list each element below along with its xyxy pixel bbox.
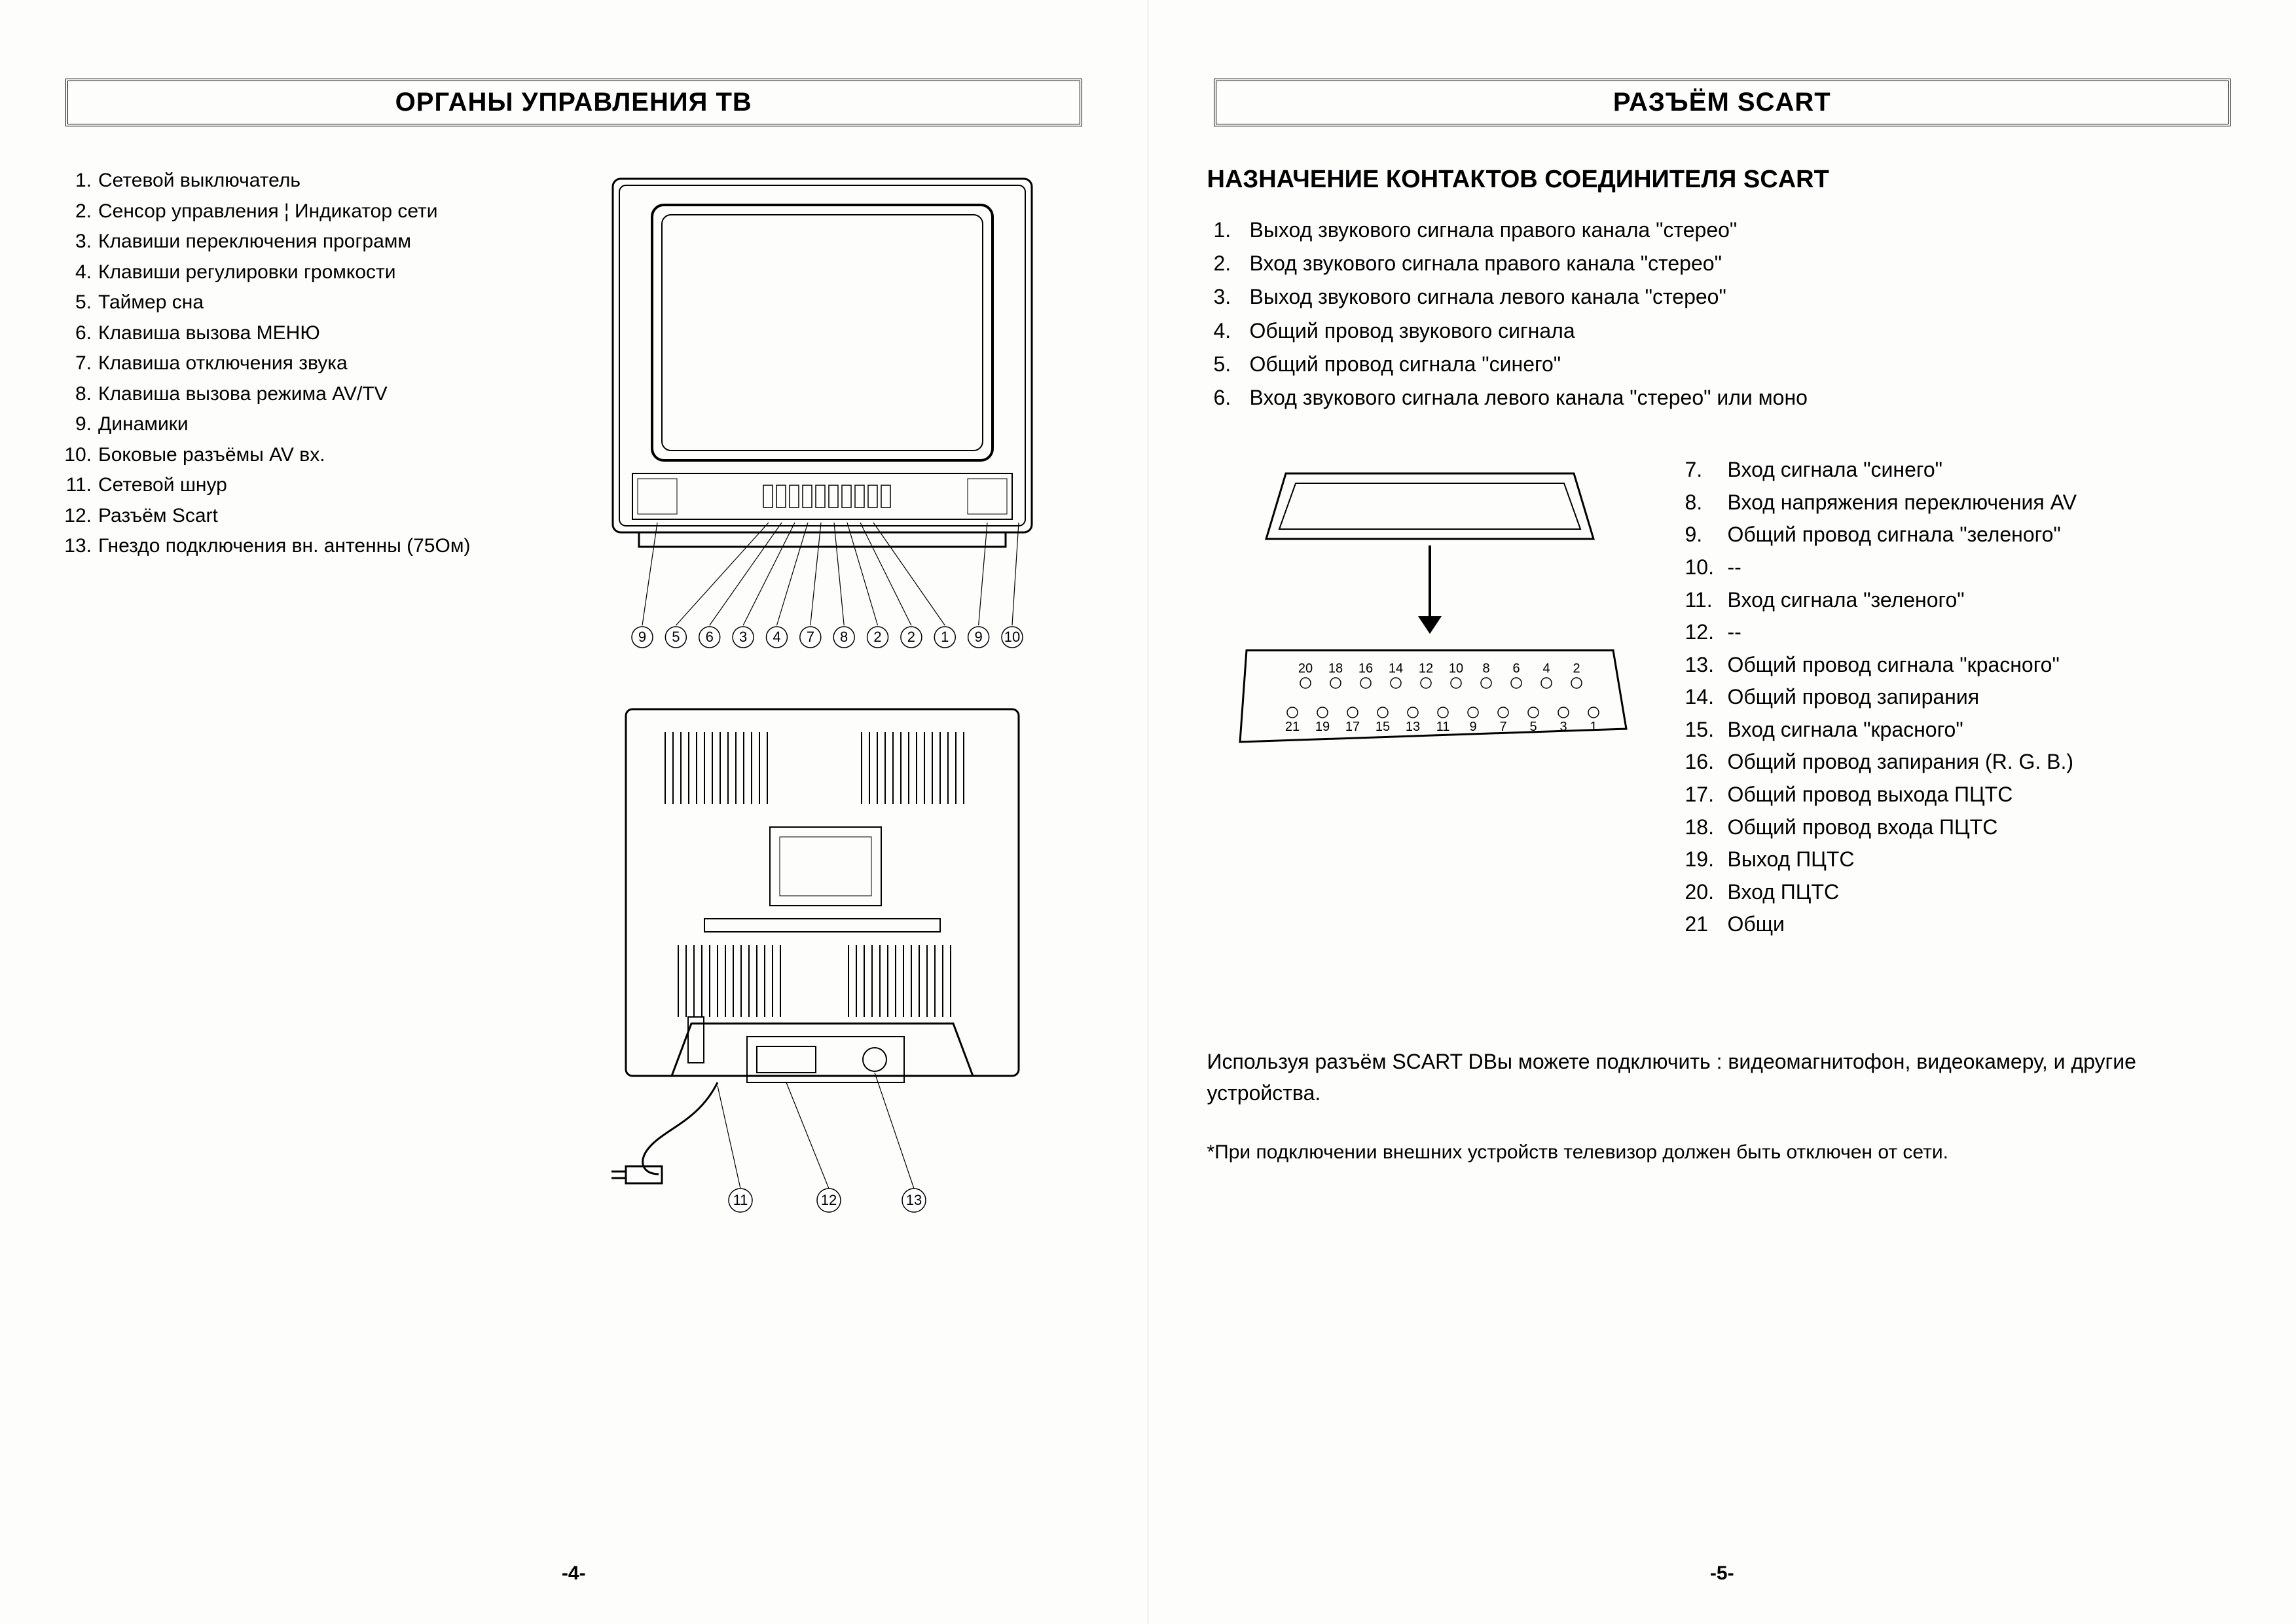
svg-text:7: 7 [807, 629, 814, 645]
svg-text:8: 8 [840, 629, 848, 645]
svg-text:11: 11 [1436, 720, 1449, 734]
control-item: 4.Клавиши регулировки громкости [59, 257, 530, 288]
tv-controls-list: 1.Сетевой выключатель2.Сенсор управления… [59, 166, 530, 1233]
svg-text:15: 15 [1375, 720, 1389, 734]
svg-text:5: 5 [1529, 720, 1537, 734]
left-content: 1.Сетевой выключатель2.Сенсор управления… [59, 166, 1089, 1233]
control-item: 9.Динамики [59, 409, 530, 440]
right-title: РАЗЪЁМ SCART [1214, 79, 2231, 126]
svg-text:7: 7 [1499, 720, 1506, 734]
svg-text:6: 6 [706, 629, 714, 645]
scart-pins-side-list: 7.Вход сигнала "синего"8.Вход напряжения… [1685, 454, 2077, 941]
page-number-right: -5- [1148, 1562, 2296, 1585]
svg-text:5: 5 [672, 629, 680, 645]
scart-pin-item: 1.Выход звукового сигнала правого канала… [1214, 213, 2238, 247]
svg-text:3: 3 [739, 629, 747, 645]
svg-text:12: 12 [821, 1192, 837, 1208]
control-item: 10.Боковые разъёмы AV вх. [59, 440, 530, 471]
scart-pin-item: 19.Выход ПЦТС [1685, 843, 2077, 876]
scart-pin-item: 6.Вход звукового сигнала левого канала "… [1214, 381, 2238, 415]
scart-pin-item: 9.Общий провод сигнала "зеленого" [1685, 519, 2077, 551]
scart-pin-item: 13.Общий провод сигнала "красного" [1685, 649, 2077, 682]
svg-text:4: 4 [1542, 661, 1550, 676]
scart-footer-text: Используя разъём SCART DВы можете подклю… [1207, 1046, 2238, 1109]
svg-text:9: 9 [1469, 720, 1476, 734]
svg-text:18: 18 [1328, 661, 1342, 676]
scart-pin-item: 3.Выход звукового сигнала левого канала … [1214, 280, 2238, 314]
scart-pin-item: 8.Вход напряжения переключения AV [1685, 487, 2077, 519]
scart-pin-item: 16.Общий провод запирания (R. G. B.) [1685, 746, 2077, 779]
svg-text:19: 19 [1315, 720, 1329, 734]
svg-text:13: 13 [906, 1192, 922, 1208]
scart-pin-item: 17.Общий провод выхода ПЦТС [1685, 779, 2077, 811]
svg-text:20: 20 [1298, 661, 1312, 676]
scart-middle-row: 20 18 16 14 12 10 8 6 4 2 21 19 17 15 13 11 9 7 5 3 1 7.Вход… [1207, 454, 2238, 941]
scart-pin-item: 15.Вход сигнала "красного" [1685, 714, 2077, 747]
control-item: 3.Клавиши переключения программ [59, 227, 530, 257]
svg-text:9: 9 [638, 629, 646, 645]
scart-footer-note: *При подключении внешних устройств телев… [1207, 1141, 2238, 1164]
page-number-left: -4- [0, 1562, 1148, 1585]
scart-connector-diagram: 20 18 16 14 12 10 8 6 4 2 21 19 17 15 13 11 9 7 5 3 1 [1207, 454, 1652, 798]
svg-text:10: 10 [1004, 629, 1020, 645]
svg-text:9: 9 [975, 629, 983, 645]
svg-text:21: 21 [1285, 720, 1299, 734]
scart-pin-item: 14.Общий провод запирания [1685, 681, 2077, 714]
svg-text:11: 11 [733, 1192, 748, 1208]
svg-text:13: 13 [1405, 720, 1419, 734]
scart-pins-top-list: 1.Выход звукового сигнала правого канала… [1214, 213, 2238, 415]
control-item: 12.Разъём Scart [59, 501, 530, 532]
control-item: 1.Сетевой выключатель [59, 166, 530, 196]
control-item: 5.Таймер сна [59, 287, 530, 318]
svg-text:2: 2 [874, 629, 882, 645]
svg-text:3: 3 [1559, 720, 1567, 734]
scart-pin-item: 12.-- [1685, 616, 2077, 649]
scart-pin-item: 11.Вход сигнала "зеленого" [1685, 584, 2077, 617]
svg-text:14: 14 [1388, 661, 1402, 676]
svg-text:2: 2 [907, 629, 915, 645]
right-subtitle: НАЗНАЧЕНИЕ КОНТАКТОВ СОЕДИНИТЕЛЯ SCART [1207, 166, 2238, 194]
control-item: 8.Клавиша вызова режима AV/TV [59, 379, 530, 410]
tv-diagrams: 9 5 6 3 4 7 8 2 2 1 9 10 [556, 166, 1089, 1233]
svg-text:10: 10 [1448, 661, 1463, 676]
svg-text:4: 4 [773, 629, 781, 645]
scart-pin-item: 4.Общий провод звукового сигнала [1214, 314, 2238, 348]
page-right: РАЗЪЁМ SCART НАЗНАЧЕНИЕ КОНТАКТОВ СОЕДИН… [1148, 0, 2296, 1624]
svg-text:1: 1 [1590, 720, 1597, 734]
scart-pin-item: 7.Вход сигнала "синего" [1685, 454, 2077, 487]
scart-pin-item: 2.Вход звукового сигнала правого канала … [1214, 247, 2238, 280]
svg-text:12: 12 [1418, 661, 1432, 676]
svg-text:6: 6 [1512, 661, 1520, 676]
scart-pin-item: 20.Вход ПЦТС [1685, 876, 2077, 909]
svg-text:2: 2 [1573, 661, 1580, 676]
scart-pin-item: 5.Общий провод сигнала "синего" [1214, 348, 2238, 381]
svg-text:1: 1 [941, 629, 949, 645]
scart-pin-item: 21Общи [1685, 908, 2077, 941]
tv-front-diagram: 9 5 6 3 4 7 8 2 2 1 9 10 [587, 166, 1058, 676]
scart-pin-item: 10.-- [1685, 551, 2077, 584]
svg-text:8: 8 [1482, 661, 1489, 676]
page-left: ОРГАНЫ УПРАВЛЕНИЯ ТВ 1.Сетевой выключате… [0, 0, 1148, 1624]
control-item: 6.Клавиша вызова МЕНЮ [59, 318, 530, 349]
control-item: 13.Гнездо подключения вн. антенны (75Ом) [59, 531, 530, 562]
left-title: ОРГАНЫ УПРАВЛЕНИЯ ТВ [65, 79, 1082, 126]
control-item: 7.Клавиша отключения звука [59, 348, 530, 379]
scart-pin-item: 18.Общий провод входа ПЦТС [1685, 811, 2077, 844]
svg-text:16: 16 [1358, 661, 1372, 676]
tv-rear-diagram: 11 12 13 [587, 696, 1058, 1233]
control-item: 2.Сенсор управления ¦ Индикатор сети [59, 196, 530, 227]
control-item: 11.Сетевой шнур [59, 470, 530, 501]
svg-text:17: 17 [1345, 720, 1359, 734]
